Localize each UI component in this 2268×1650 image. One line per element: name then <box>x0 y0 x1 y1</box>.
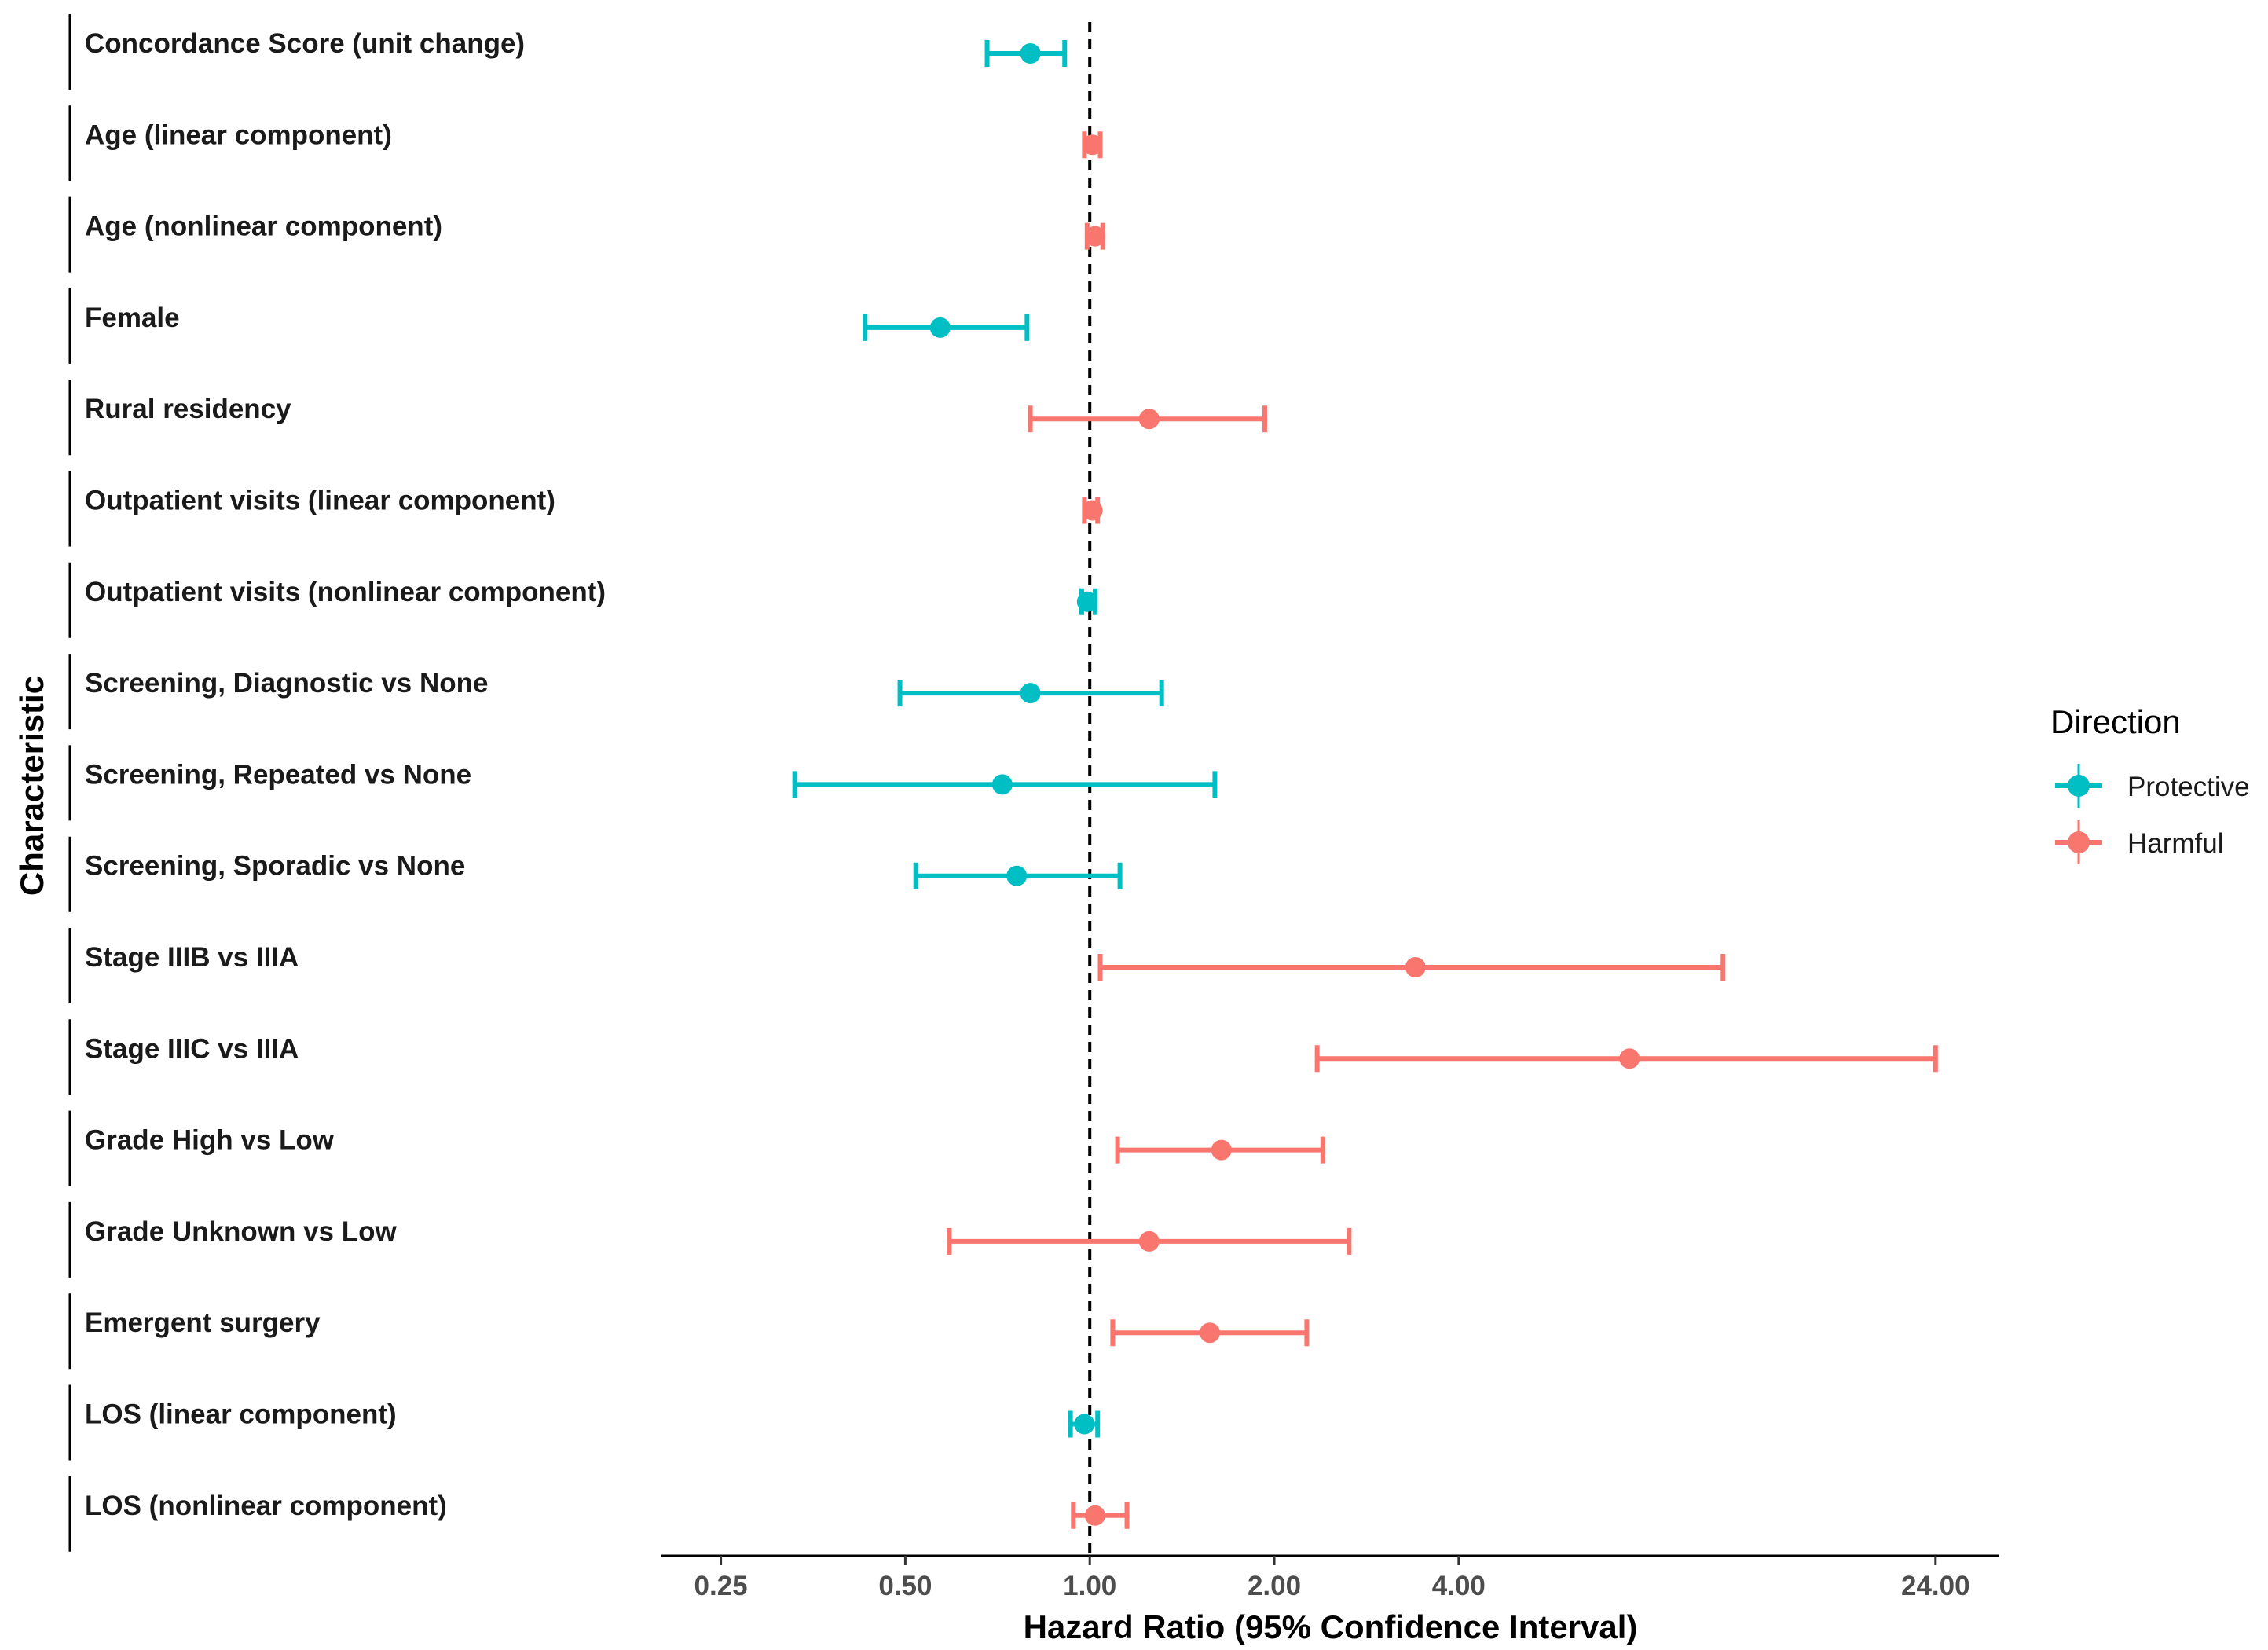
x-tick-label: 24.00 <box>1901 1571 1970 1601</box>
row-label: LOS (nonlinear component) <box>85 1490 447 1521</box>
row-label: Concordance Score (unit change) <box>85 28 525 59</box>
legend: Direction Protective Harmful <box>2050 703 2250 864</box>
estimate-row <box>913 862 1123 889</box>
legend-key-point <box>2068 775 2090 797</box>
hazard-ratio-point <box>1074 1414 1095 1435</box>
row-label: Grade High vs Low <box>85 1125 335 1156</box>
row-label: Screening, Repeated vs None <box>85 759 471 790</box>
row-label: Female <box>85 302 180 333</box>
estimate-row <box>1110 1319 1310 1347</box>
x-tick-label: 0.25 <box>694 1571 748 1601</box>
plot-area <box>792 22 1938 1556</box>
legend-label: Protective <box>2127 772 2250 802</box>
row-label: Age (linear component) <box>85 119 392 150</box>
hazard-ratio-point <box>1138 1230 1160 1252</box>
x-ticks: 0.25 0.50 1.00 2.00 4.00 24.00 <box>694 1556 1970 1601</box>
hazard-ratio-point <box>1200 1322 1221 1344</box>
estimate-row <box>792 771 1218 798</box>
hazard-ratio-point <box>1138 409 1160 430</box>
row-label: Screening, Sporadic vs None <box>85 851 465 882</box>
row-label: LOS (linear component) <box>85 1399 397 1430</box>
hazard-ratio-point <box>1084 1505 1105 1526</box>
hazard-ratio-point <box>1082 134 1103 156</box>
legend-item-protective: Protective <box>2055 764 2250 808</box>
x-axis: 0.25 0.50 1.00 2.00 4.00 24.00 <box>661 1554 1999 1601</box>
hazard-ratio-point <box>1076 591 1097 612</box>
estimate-row <box>1097 954 1726 981</box>
legend-items: Protective Harmful <box>2055 764 2250 864</box>
y-axis-title: Characteristic <box>13 676 50 896</box>
estimate-row <box>947 1227 1352 1255</box>
estimate-row <box>1076 588 1097 615</box>
estimate-row <box>1068 1410 1101 1438</box>
hazard-ratio-point <box>1084 226 1105 247</box>
hazard-ratio-point <box>1619 1048 1640 1069</box>
estimate-row <box>1082 497 1103 524</box>
hazard-ratio-point <box>1082 500 1103 521</box>
row-label: Screening, Diagnostic vs None <box>85 668 488 698</box>
x-tick-label: 1.00 <box>1063 1571 1116 1601</box>
hazard-ratio-point <box>1405 957 1426 977</box>
estimate-row <box>984 40 1068 67</box>
estimate-row <box>1314 1045 1938 1072</box>
row-label: Age (nonlinear component) <box>85 211 442 242</box>
estimate-row <box>1071 1502 1130 1529</box>
hazard-ratio-point <box>1211 1139 1232 1160</box>
legend-label: Harmful <box>2127 828 2224 859</box>
row-label: Outpatient visits (linear component) <box>85 486 555 516</box>
hazard-ratio-point <box>1006 865 1028 886</box>
estimate-row <box>897 680 1164 707</box>
series-marks <box>792 40 1938 1529</box>
row-label: Stage IIIB vs IIIA <box>85 942 299 973</box>
estimate-row <box>1082 131 1103 159</box>
estimate-row <box>863 314 1030 341</box>
hazard-ratio-point <box>1020 683 1041 704</box>
estimate-row <box>1028 405 1267 433</box>
legend-title: Direction <box>2050 703 2181 740</box>
x-tick-label: 4.00 <box>1432 1571 1486 1601</box>
hazard-ratio-point <box>991 774 1013 795</box>
row-label: Emergent surgery <box>85 1307 321 1338</box>
estimate-row <box>1115 1136 1325 1164</box>
legend-item-harmful: Harmful <box>2055 820 2224 864</box>
row-label: Stage IIIC vs IIIA <box>85 1033 299 1064</box>
row-label: Grade Unknown vs Low <box>85 1216 397 1247</box>
row-label: Rural residency <box>85 394 291 424</box>
x-axis-title: Hazard Ratio (95% Confidence Interval) <box>1024 1608 1638 1645</box>
x-tick-label: 2.00 <box>1248 1571 1301 1601</box>
x-tick-label: 0.50 <box>878 1571 932 1601</box>
row-label: Outpatient visits (nonlinear component) <box>85 577 606 607</box>
hazard-ratio-point <box>929 317 951 338</box>
hazard-ratio-point <box>1020 43 1041 64</box>
row-labels: Concordance Score (unit change) Age (line… <box>68 14 606 1552</box>
estimate-row <box>1084 222 1105 250</box>
legend-key-point <box>2068 831 2090 853</box>
